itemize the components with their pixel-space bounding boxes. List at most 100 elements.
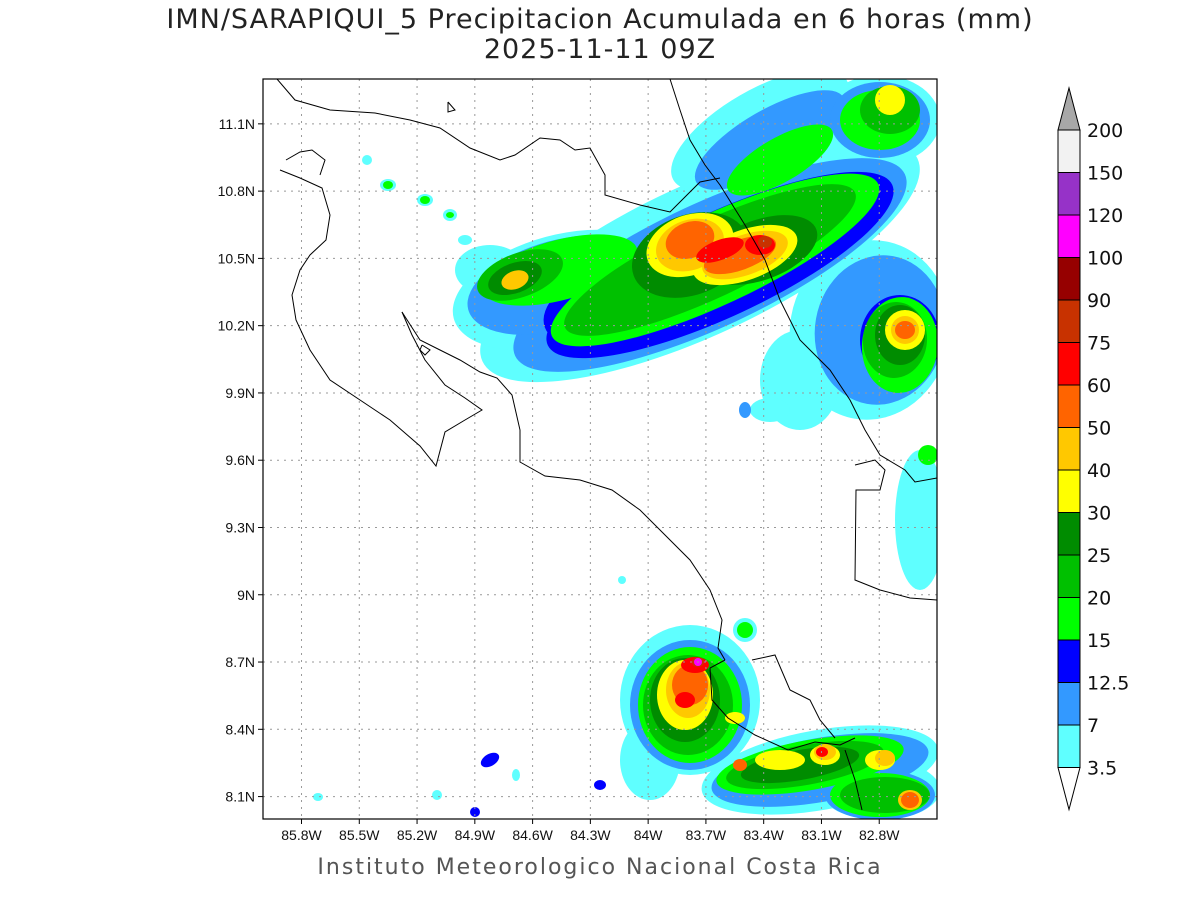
lat-tick-label: 10.2N: [218, 318, 255, 334]
colorbar-swatch: [1057, 384, 1081, 428]
precip-contour: [696, 237, 744, 263]
lat-tick-label: 9.3N: [225, 519, 255, 535]
colorbar-level-label: 200: [1087, 120, 1123, 142]
precip-contour: [726, 124, 834, 196]
lon-tick-label: 85.8W: [281, 827, 322, 843]
coastline: [276, 79, 721, 213]
colorbar-swatch: [1057, 257, 1081, 301]
colorbar-swatch: [1057, 299, 1081, 343]
precip-contour: [594, 780, 606, 790]
colorbar-legend: 3.5 7 12.5 15 20 25 30 40 50 60 75 90 100 120 150 200: [1057, 86, 1129, 812]
precip-contour: [750, 398, 790, 422]
precip-contour: [739, 402, 751, 418]
precip-contour: [725, 712, 745, 724]
lon-tick-label: 83.7W: [686, 827, 727, 843]
lat-tick-label: 8.1N: [225, 789, 255, 805]
precip-contour: [470, 807, 480, 817]
map-valid-time: 2025-11-11 09Z: [483, 34, 717, 65]
lon-tick-label: 84.9W: [455, 827, 496, 843]
precip-contour: [675, 692, 695, 708]
precip-contour: [758, 236, 772, 248]
colorbar-level-label: 120: [1087, 205, 1123, 227]
colorbar-swatch: [1057, 639, 1081, 683]
coastline: [669, 79, 937, 483]
colorbar-level-label: 3.5: [1087, 758, 1117, 780]
precip-contour: [895, 450, 937, 590]
colorbar-swatch: [1057, 427, 1081, 471]
precip-contour: [895, 321, 915, 339]
colorbar-swatch: [1057, 342, 1081, 386]
colorbar-level-label: 25: [1087, 545, 1111, 567]
colorbar-swatch: [1057, 597, 1081, 641]
lon-tick-label: 83.1W: [801, 827, 842, 843]
lat-tick-label: 11.1N: [219, 116, 255, 132]
coastline: [447, 101, 456, 113]
colorbar-swatch: [1057, 172, 1081, 216]
colorbar-level-label: 40: [1087, 460, 1111, 482]
precip-contour: [875, 750, 895, 766]
precip-contour: [737, 622, 753, 638]
lon-tick-label: 84W: [634, 827, 664, 843]
colorbar-level-label: 90: [1087, 290, 1111, 312]
map-title: IMN/SARAPIQUI_5 Precipitacion Acumulada …: [166, 4, 1034, 35]
lat-tick-label: 9.9N: [225, 385, 255, 401]
precip-contour: [733, 759, 747, 771]
colorbar-level-label: 50: [1087, 418, 1111, 440]
colorbar-swatch: [1057, 724, 1081, 768]
colorbar-level-label: 12.5: [1087, 673, 1129, 695]
coastlines: [276, 79, 937, 811]
precip-contour: [816, 747, 828, 757]
coastline: [285, 149, 326, 176]
lon-tick-label: 83.4W: [743, 827, 784, 843]
precip-contour: [420, 196, 430, 204]
colorbar-swatch: [1057, 512, 1081, 556]
colorbar-level-label: 15: [1087, 630, 1111, 652]
lon-tick-label: 85.2W: [397, 827, 438, 843]
precip-contour: [458, 235, 472, 245]
coastline: [844, 749, 863, 811]
lat-tick-label: 8.4N: [225, 721, 255, 737]
coastline: [854, 459, 937, 601]
longitude-axis: 85.8W 85.5W 85.2W 84.9W 84.6W 84.3W 84W 83.7W 83…: [281, 819, 900, 843]
grid-lines: [263, 79, 937, 819]
latitude-axis: 11.1N 10.8N 10.5N 10.2N 9.9N 9.6N 9.3N 9N 8.7N 8.…: [218, 116, 263, 805]
colorbar-level-label: 150: [1087, 163, 1123, 185]
coastline: [419, 344, 431, 356]
colorbar-under-triangle: [1057, 767, 1081, 812]
colorbar-swatch: [1057, 469, 1081, 513]
precip-contour: [313, 793, 323, 801]
coastline: [279, 169, 483, 468]
lat-tick-label: 10.5N: [218, 250, 255, 266]
colorbar-level-label: 7: [1087, 715, 1099, 737]
lon-tick-label: 84.3W: [570, 827, 611, 843]
coastline: [751, 654, 836, 739]
precip-contour: [901, 792, 919, 808]
lon-tick-label: 85.5W: [339, 827, 380, 843]
footer-credit: Instituto Meteorologico Nacional Costa R…: [317, 855, 883, 880]
colorbar-swatch: [1057, 214, 1081, 258]
lat-tick-label: 8.7N: [225, 654, 255, 670]
colorbar-level-label: 30: [1087, 503, 1111, 525]
precip-contour: [875, 85, 905, 115]
coastline: [401, 311, 726, 661]
precip-contour: [446, 212, 454, 218]
lat-tick-label: 9N: [237, 587, 255, 603]
precip-contour: [501, 270, 529, 290]
colorbar-swatch: [1057, 682, 1081, 726]
map-frame: [262, 78, 938, 820]
colorbar-over-triangle: [1057, 86, 1081, 131]
precip-contour: [755, 750, 805, 770]
precip-contour: [480, 752, 500, 768]
precip-contour: [512, 769, 520, 781]
precip-contour: [918, 445, 937, 465]
precip-contour: [362, 155, 372, 165]
lat-tick-label: 9.6N: [225, 452, 255, 468]
colorbar-swatch: [1057, 129, 1081, 173]
lon-tick-label: 82.8W: [859, 827, 900, 843]
precip-contour: [432, 790, 442, 800]
precip-contour: [383, 181, 393, 189]
lon-tick-label: 84.6W: [512, 827, 553, 843]
coastline: [709, 659, 856, 751]
colorbar-swatch: [1057, 554, 1081, 598]
